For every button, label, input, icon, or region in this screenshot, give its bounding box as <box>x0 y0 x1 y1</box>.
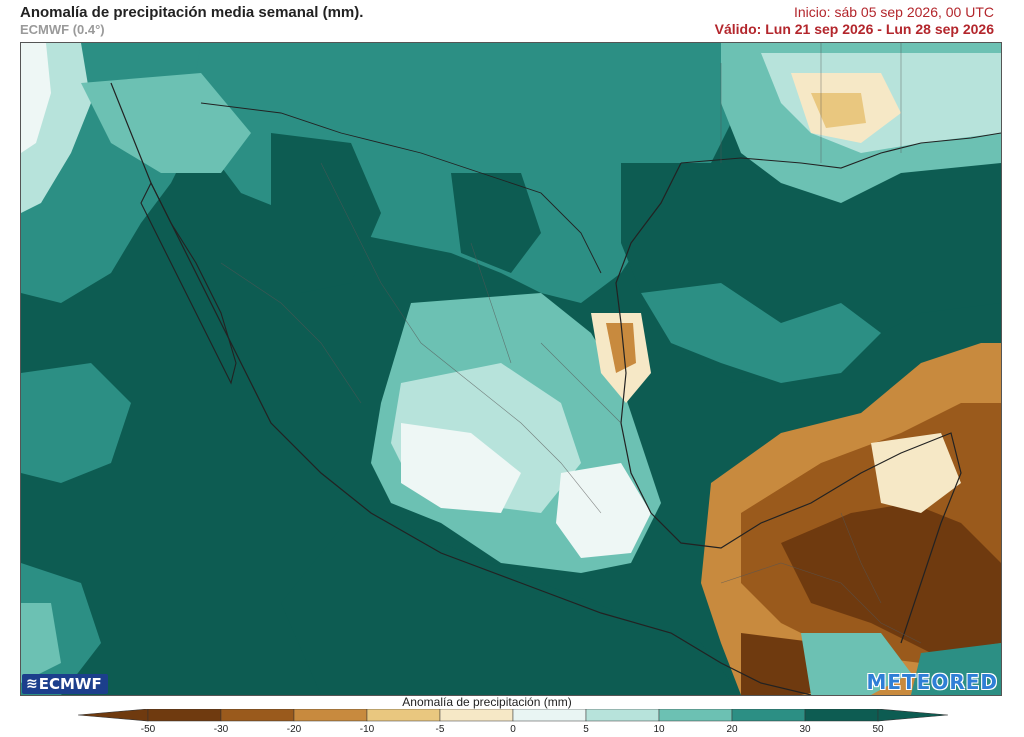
colorbar-segment <box>366 709 441 722</box>
ecmwf-logo-text: ECMWF <box>38 675 102 693</box>
colorbar-tick-label: -30 <box>213 724 229 735</box>
colorbar-tick-label: -50 <box>140 724 156 735</box>
colorbar-title: Anomalía de precipitación (mm) <box>402 695 572 709</box>
colorbar-arrow-left <box>77 709 149 722</box>
colorbar-tick-label: 20 <box>726 724 738 735</box>
map-title: Anomalía de precipitación media semanal … <box>20 4 364 21</box>
pacific-patch-3 <box>21 603 61 683</box>
colorbar-segment <box>585 709 660 722</box>
model-label: ECMWF (0.4°) <box>20 22 105 37</box>
init-date: Inicio: sáb 05 sep 2026, 00 UTC <box>793 4 994 20</box>
colorbar-tick-label: 5 <box>583 724 589 735</box>
caribbean-teal <box>911 643 1001 695</box>
colorbar-tick-label: 50 <box>872 724 884 735</box>
colorbar-segment <box>731 709 806 722</box>
colorbar-tick-label: -5 <box>435 724 445 735</box>
yucatan-sand-spot <box>871 433 961 513</box>
chihuahua-dark <box>271 133 381 293</box>
colorbar-tick-label: 10 <box>653 724 665 735</box>
us-state-borders <box>720 43 902 163</box>
yucatan-dark-brown <box>781 503 1001 653</box>
colorbar-tick-label: 30 <box>799 724 811 735</box>
map-canvas <box>21 43 1001 695</box>
colorbar-segment <box>439 709 514 722</box>
gulf-mid-teal <box>641 283 881 383</box>
coahuila-dark <box>451 173 541 273</box>
sonora-mid-teal <box>81 73 251 173</box>
ecmwf-logo: ≋ ECMWF <box>22 674 108 694</box>
ecmwf-logo-icon: ≋ <box>26 676 38 692</box>
colorbar <box>77 709 949 722</box>
south-pacific-dark <box>281 503 741 695</box>
us-mexico-border <box>200 102 602 274</box>
us-south-tan-spot <box>811 93 866 128</box>
state-borders <box>220 162 922 644</box>
valid-range: Válido: Lun 21 sep 2026 - Lun 28 sep 202… <box>714 21 994 37</box>
gulf-coastline <box>615 162 962 644</box>
jalisco-near-white <box>401 423 521 513</box>
colorbar-arrow-right <box>877 709 949 722</box>
colorbar-segment <box>804 709 879 722</box>
colorbar-segment <box>512 709 587 722</box>
meteored-logo: METEORED <box>866 670 998 694</box>
pacific-patch-1 <box>21 363 131 483</box>
tamaulipas-tan <box>606 323 636 373</box>
colorbar-tick-label: -10 <box>359 724 375 735</box>
central-america-teal <box>801 633 911 695</box>
anomaly-map[interactable] <box>20 42 1002 696</box>
nw-near-white <box>21 43 51 153</box>
baja-coastline <box>140 181 237 385</box>
colorbar-tick-label: -20 <box>286 724 302 735</box>
colorbar-segment <box>147 709 222 722</box>
colorbar-tick-label: 0 <box>510 724 516 735</box>
colorbar-segment <box>220 709 295 722</box>
colorbar-segment <box>658 709 733 722</box>
colorbar-segment <box>293 709 368 722</box>
us-gulf-coastline <box>680 132 1001 169</box>
